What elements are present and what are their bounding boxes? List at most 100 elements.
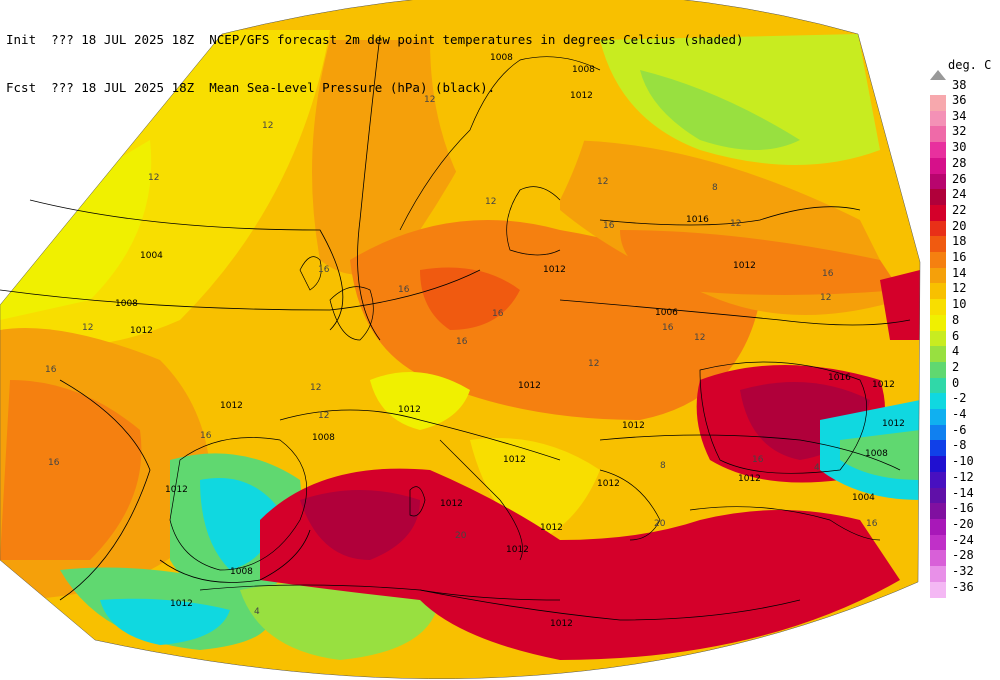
legend-swatch (930, 95, 946, 112)
legend-swatch (930, 142, 946, 159)
legend-swatch (930, 566, 946, 583)
dewpoint-label: 16 (456, 337, 468, 347)
legend-label: 20 (952, 218, 967, 233)
legend-swatch (930, 361, 946, 379)
legend-swatch (930, 126, 946, 143)
legend-swatch (930, 377, 946, 394)
fcst-value: ??? 18 JUL 2025 18Z (51, 80, 195, 95)
isobar-label: 1004 (140, 251, 163, 261)
legend-swatch (930, 220, 946, 237)
dewpoint-label: 12 (424, 95, 435, 105)
isobar-label: 1006 (655, 308, 678, 318)
dewpoint-label-group: 12 12 12 12 16 16 16 16 12 12 8 12 16 16… (45, 95, 878, 617)
legend-label: -32 (952, 564, 974, 578)
dewpoint-label: 8 (712, 183, 718, 193)
dewpoint-label: 12 (588, 359, 599, 369)
legend-swatch (930, 393, 946, 410)
legend-swatch (930, 456, 946, 473)
isobar-label: 1012 (597, 479, 620, 489)
isobar-label: 1012 (570, 91, 593, 101)
isobar-label: 1012 (543, 265, 566, 275)
dewpoint-label: 12 (310, 383, 321, 393)
isobar-label: 1008 (230, 567, 253, 577)
isobar-label: 1012 (872, 380, 895, 390)
dewpoint-label: 16 (662, 323, 674, 333)
legend-label: 36 (952, 93, 967, 107)
isobar-label: 1016 (828, 373, 851, 383)
dewpoint-label: 12 (82, 323, 93, 333)
legend-label: 8 (952, 312, 960, 327)
isobar-label: 1012 (440, 499, 463, 509)
legend-label: -14 (952, 485, 974, 500)
isobar-label: 1012 (506, 545, 529, 555)
isobar-label: 1012 (398, 405, 421, 415)
legend-title: deg. C (948, 58, 992, 72)
legend-swatch (930, 204, 946, 222)
dewpoint-label: 12 (485, 197, 496, 207)
legend-swatch (930, 409, 946, 426)
dewpoint-label: 20 (654, 519, 666, 529)
isobar-label: 1016 (686, 215, 709, 225)
isobar-label: 1012 (733, 261, 756, 271)
isobar-label: 1012 (130, 326, 153, 336)
legend-label: -36 (952, 579, 974, 594)
legend-swatch (930, 314, 946, 331)
legend-swatch (930, 173, 946, 190)
fcst-label: Fcst (6, 80, 37, 95)
dewpoint-label: 4 (814, 463, 820, 473)
isobar-label: 1008 (490, 53, 513, 63)
legend-swatch (930, 424, 946, 441)
dewpoint-label: 12 (148, 173, 159, 183)
dewpoint-label: 16 (752, 455, 764, 465)
legend-label: 22 (952, 202, 967, 217)
isobar-label: 1008 (572, 65, 595, 75)
header-fcst-row: Fcst ??? 18 JUL 2025 18Z Mean Sea-Level … (6, 80, 744, 96)
legend-swatch (930, 189, 946, 206)
header-line1: NCEP/GFS forecast 2m dew point temperatu… (209, 32, 744, 47)
isobar-label: 1008 (115, 299, 138, 309)
legend-label: 12 (952, 281, 967, 296)
legend-label: 26 (952, 171, 967, 186)
dewpoint-label: 16 (48, 458, 60, 468)
dewpoint-label: 8 (660, 461, 666, 471)
dewpoint-label: 4 (254, 607, 260, 617)
dewpoint-label: 16 (866, 519, 878, 529)
legend-label: 14 (952, 265, 967, 280)
dewpoint-label: 16 (492, 309, 504, 319)
isobar-label: 1012 (622, 421, 645, 431)
dewpoint-label: 12 (694, 333, 705, 343)
legend-label: -16 (952, 501, 974, 516)
isobar-label: 1012 (518, 381, 541, 391)
legend-swatch (930, 157, 946, 174)
dewpoint-label: 12 (262, 121, 273, 131)
isobar-label: 1012 (170, 599, 193, 609)
dewpoint-label: 12 (597, 177, 608, 187)
legend-swatch (930, 252, 946, 269)
isobar-label: 1012 (540, 523, 563, 533)
legend-swatch (930, 346, 946, 363)
legend-label: 4 (952, 344, 960, 359)
dewpoint-label: 16 (822, 269, 834, 279)
legend-top-arrow-icon (930, 70, 946, 80)
legend-label: 24 (952, 187, 967, 202)
legend-label: -8 (952, 438, 967, 453)
legend-label: -4 (952, 407, 967, 421)
legend-top-marker: 38 (952, 78, 967, 92)
legend-swatch (930, 299, 946, 316)
legend-label: -10 (952, 454, 974, 469)
legend-label: 18 (952, 234, 967, 249)
dewpoint-label: 12 (730, 219, 741, 229)
init-value: ??? 18 JUL 2025 18Z (51, 32, 195, 47)
isobar-label: 1004 (852, 493, 875, 503)
legend-swatch (930, 267, 946, 284)
legend-swatch (930, 330, 946, 347)
legend-label: 30 (952, 140, 967, 155)
init-label: Init (6, 32, 37, 47)
legend-label: 2 (952, 359, 960, 374)
header-init-row: Init ??? 18 JUL 2025 18Z NCEP/GFS foreca… (6, 32, 744, 48)
isobar-label-group: 1008 1012 1004 1008 1012 1012 1016 1012 … (115, 53, 905, 629)
legend-swatch (930, 110, 946, 127)
isobar-label: 1008 (865, 449, 888, 459)
